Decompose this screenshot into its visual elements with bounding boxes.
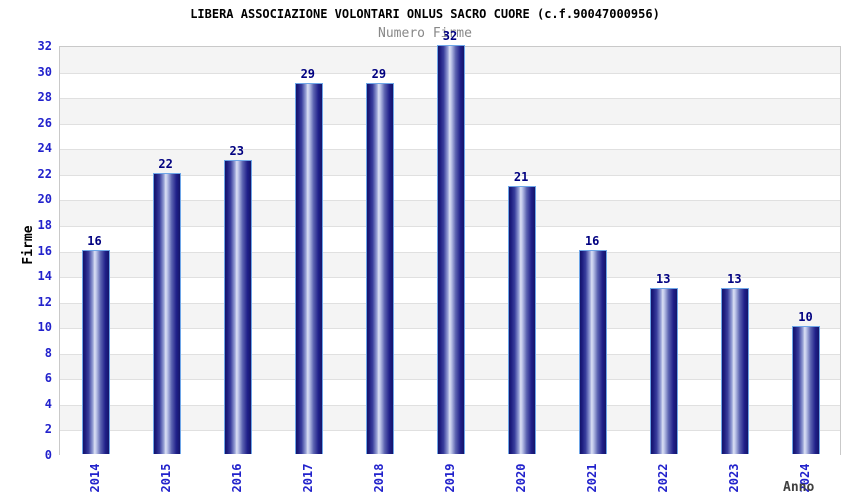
bar-2023 — [721, 287, 750, 454]
bar-value-label: 13 — [656, 271, 671, 286]
y-tick-label: 28 — [37, 90, 52, 105]
y-tick-label: 32 — [37, 39, 52, 53]
y-tick-label: 10 — [37, 320, 52, 335]
chart-subtitle: Numero Firme — [378, 26, 472, 41]
bar-value-label: 13 — [727, 271, 742, 286]
bar-value-label: 16 — [584, 233, 600, 248]
bar-2017 — [294, 83, 323, 454]
y-tick-label: 24 — [37, 141, 52, 156]
bar-2021 — [579, 249, 608, 454]
bar-value-label: 10 — [798, 310, 813, 325]
x-tick-label: 2014 — [87, 463, 102, 493]
bar-value-label: 21 — [513, 169, 529, 184]
y-axis-title: Firme — [21, 225, 36, 265]
bar-value-label: 29 — [371, 67, 387, 82]
y-tick-label: 18 — [37, 217, 52, 232]
y-tick-label: 8 — [44, 345, 52, 360]
y-tick-label: 20 — [37, 192, 52, 207]
y-tick-label: 12 — [37, 294, 52, 309]
x-tick-label: 2023 — [727, 463, 742, 493]
y-tick-label: 22 — [37, 166, 52, 181]
y-tick-label: 6 — [44, 371, 52, 386]
bar-value-label: 16 — [87, 233, 102, 248]
y-tick-label: 2 — [44, 422, 52, 437]
bar-value-label: 29 — [300, 67, 316, 82]
x-tick-label: 2015 — [158, 463, 173, 493]
bar-2022 — [650, 287, 679, 454]
y-tick-label: 0 — [44, 448, 52, 462]
bar-2016 — [223, 160, 252, 454]
bar-2014 — [81, 249, 110, 454]
x-tick-label: 2016 — [229, 463, 244, 493]
x-tick-label: 2022 — [656, 463, 671, 493]
plot-area — [59, 45, 841, 456]
bar-2015 — [152, 172, 181, 454]
bar-value-label: 32 — [442, 29, 458, 43]
y-tick-label: 4 — [44, 396, 52, 411]
x-axis-title: Anno — [783, 480, 815, 495]
bar-2019 — [437, 45, 465, 454]
x-tick-label: 2021 — [585, 463, 600, 493]
bar-2024 — [792, 326, 821, 454]
y-tick-label: 16 — [37, 243, 52, 258]
x-tick-label: 2020 — [514, 463, 529, 493]
bar-2018 — [365, 83, 394, 454]
chart-title: LIBERA ASSOCIAZIONE VOLONTARI ONLUS SACR… — [190, 7, 660, 21]
x-tick-label: 2019 — [443, 463, 457, 493]
y-tick-label: 14 — [37, 269, 52, 284]
y-tick-label: 30 — [37, 64, 52, 79]
bar-value-label: 22 — [158, 156, 173, 171]
x-tick-label: 2018 — [371, 463, 386, 493]
bar-2020 — [508, 185, 537, 454]
x-tick-label: 2017 — [300, 463, 315, 493]
y-tick-label: 26 — [37, 115, 52, 130]
bar-value-label: 23 — [229, 144, 244, 159]
